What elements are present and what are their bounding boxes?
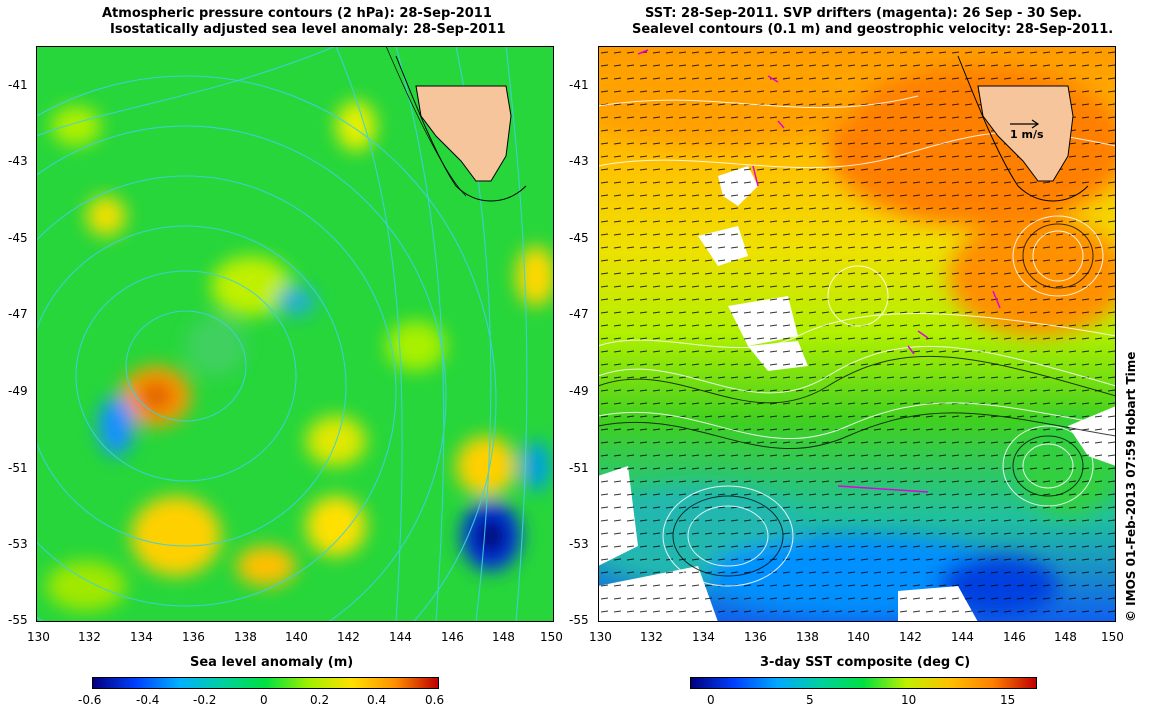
left-title-line2: Isostatically adjusted sea level anomaly… [110, 22, 506, 37]
lon-tick: 132 [78, 630, 101, 644]
lat-tick: -51 [8, 461, 28, 475]
lon-tick: 148 [492, 630, 515, 644]
right-title-line1: SST: 28-Sep-2011. SVP drifters (magenta)… [645, 6, 1082, 21]
velocity-scale-label: 1 m/s [1010, 128, 1044, 141]
sst-tick: 15 [1000, 693, 1016, 707]
lon-tick: 144 [951, 630, 974, 644]
lat-tick: -43 [569, 154, 589, 168]
lon-tick: 150 [540, 630, 563, 644]
sla-tick: 0.6 [425, 693, 445, 707]
lon-tick: 146 [441, 630, 464, 644]
lat-tick: -51 [569, 461, 589, 475]
lon-tick: 138 [234, 630, 257, 644]
sla-tick: -0.4 [136, 693, 160, 707]
sst-colorbar [690, 677, 1037, 689]
lon-tick: 134 [692, 630, 715, 644]
lat-tick: -41 [8, 78, 28, 92]
sla-tick: -0.2 [193, 693, 217, 707]
lon-tick: 134 [130, 630, 153, 644]
lon-tick: 142 [337, 630, 360, 644]
lon-tick: 146 [1003, 630, 1026, 644]
sea-level-anomaly-map[interactable] [36, 46, 554, 622]
lon-tick: 130 [589, 630, 612, 644]
lat-tick: -55 [8, 613, 28, 627]
lat-tick: -47 [8, 307, 28, 321]
sla-tick: 0 [260, 693, 268, 707]
lon-tick: 132 [640, 630, 663, 644]
left-title-line1: Atmospheric pressure contours (2 hPa): 2… [102, 6, 492, 21]
lat-tick: -47 [569, 307, 589, 321]
imos-credit: © IMOS 01-Feb-2013 07:59 Hobart Time [1124, 351, 1138, 622]
lon-tick: 150 [1101, 630, 1124, 644]
lat-tick: -41 [569, 78, 589, 92]
right-colorbar-label: 3-day SST composite (deg C) [760, 655, 971, 670]
lon-tick: 140 [847, 630, 870, 644]
lon-tick: 142 [899, 630, 922, 644]
lat-tick: -45 [8, 231, 28, 245]
sla-tick: 0.2 [310, 693, 330, 707]
lat-tick: -45 [569, 231, 589, 245]
sst-tick: 10 [901, 693, 917, 707]
lat-tick: -43 [8, 154, 28, 168]
lon-tick: 136 [744, 630, 767, 644]
sla-tick: -0.6 [78, 693, 102, 707]
lon-tick: 136 [182, 630, 205, 644]
sst-tick: 0 [707, 693, 715, 707]
sst-tick: 5 [806, 693, 814, 707]
lon-tick: 148 [1054, 630, 1077, 644]
lat-tick: -49 [569, 384, 589, 398]
lat-tick: -53 [8, 537, 28, 551]
tasmania-land [977, 85, 1074, 182]
lon-tick: 144 [389, 630, 412, 644]
lat-tick: -53 [569, 537, 589, 551]
lon-tick: 130 [27, 630, 50, 644]
sla-tick: 0.4 [367, 693, 387, 707]
tasmania-land [415, 85, 512, 182]
lon-tick: 140 [285, 630, 308, 644]
right-title-line2: Sealevel contours (0.1 m) and geostrophi… [632, 22, 1114, 37]
lon-tick: 138 [796, 630, 819, 644]
lat-tick: -55 [569, 613, 589, 627]
sst-map[interactable]: 1 m/s [598, 46, 1116, 622]
lat-tick: -49 [8, 384, 28, 398]
sea-level-colorbar [92, 677, 439, 689]
left-colorbar-label: Sea level anomaly (m) [190, 655, 354, 670]
